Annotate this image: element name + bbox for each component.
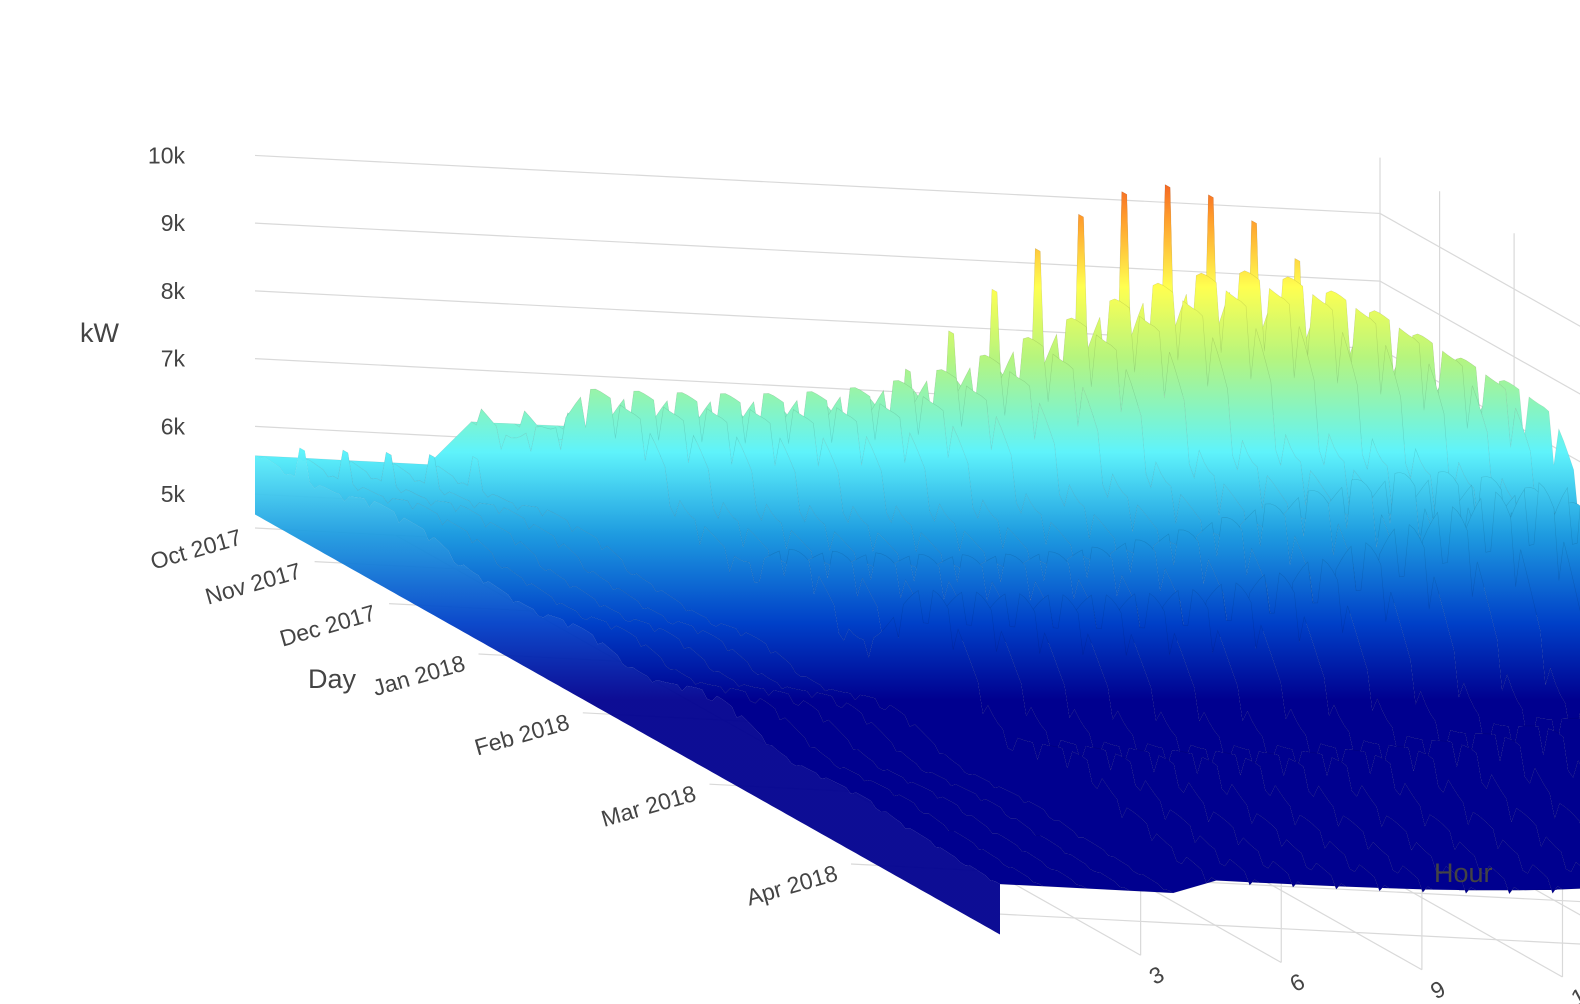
- z-tick-label: 10k: [148, 142, 186, 168]
- day-tick-label: Oct 2017: [147, 524, 244, 575]
- hour-tick-label: 6: [1285, 968, 1309, 997]
- z-tick-label: 6k: [161, 413, 186, 439]
- z-axis-title: kW: [80, 318, 120, 348]
- day-tick-label: Apr 2018: [743, 860, 840, 911]
- day-tick-label: Jan 2018: [370, 650, 468, 701]
- surface-strip-14: [860, 330, 1580, 873]
- hour-tick-label: 9: [1426, 975, 1450, 1004]
- side-grid-z-0: [999, 913, 1580, 945]
- wall-grid-z-4: [1379, 280, 1580, 395]
- surface-strip-25: [1336, 349, 1580, 554]
- hour-axis-title: Hour: [1434, 858, 1493, 888]
- z-tick-label: 5k: [161, 481, 186, 507]
- surface-mesh: [254, 184, 1580, 935]
- hour-tick-label: 12: [1567, 976, 1580, 1004]
- day-tick-label: Mar 2018: [598, 780, 699, 832]
- wall-grid-z-5: [1379, 212, 1580, 327]
- hour-tick-label: 3: [1145, 961, 1169, 990]
- day-tick-label: Feb 2018: [472, 709, 573, 761]
- left-grid-z-5: [254, 154, 1381, 215]
- z-tick-label: 8k: [161, 278, 186, 304]
- left-grid-z-4: [254, 222, 1381, 282]
- z-tick-label: 7k: [161, 346, 186, 372]
- day-tick-label: Nov 2017: [202, 557, 304, 609]
- z-tick-label: 9k: [161, 210, 186, 236]
- surface-front-skirt: [255, 447, 1000, 935]
- surface-strip-16: [946, 247, 1580, 779]
- day-axis-title: Day: [308, 664, 357, 694]
- day-tick-label: Dec 2017: [277, 599, 379, 651]
